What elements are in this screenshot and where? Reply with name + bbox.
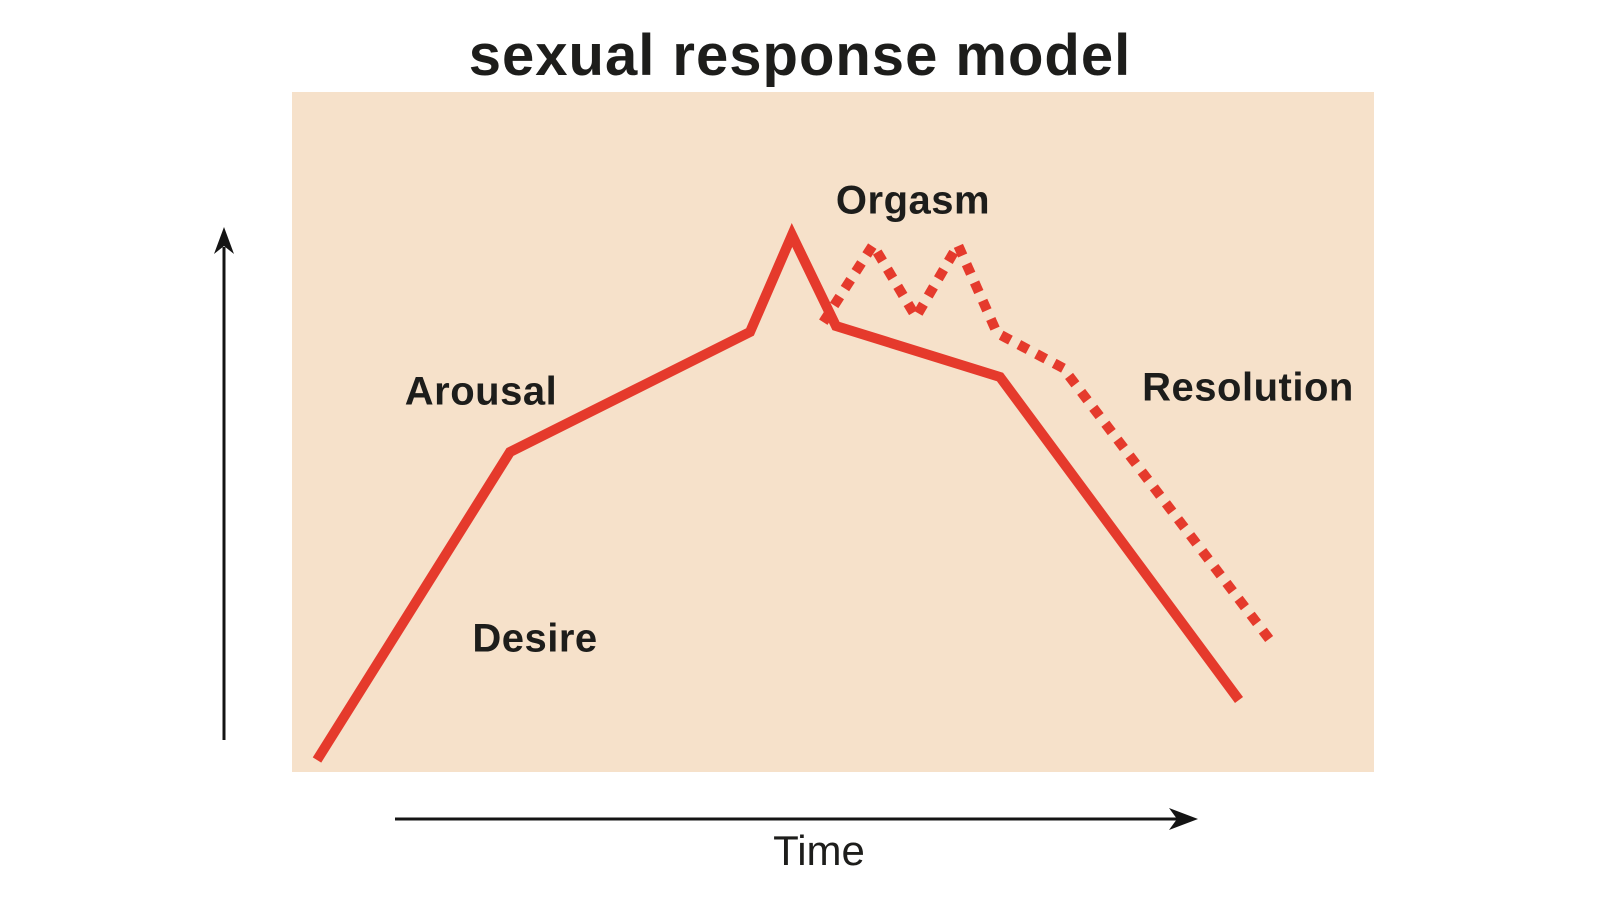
plot-panel <box>292 92 1374 772</box>
solid-response-curve <box>312 222 1244 763</box>
label-orgasm: Orgasm <box>835 178 991 223</box>
label-desire: Desire <box>472 616 598 661</box>
x-axis-label-time: Time <box>773 827 865 874</box>
dotted-response-curve <box>819 234 1284 656</box>
y-axis-arrowhead <box>214 227 234 254</box>
label-arousal: Arousal <box>404 369 558 414</box>
diagram-title: sexual response model <box>468 23 1132 88</box>
label-resolution: Resolution <box>1142 365 1354 410</box>
x-axis-arrowhead <box>1169 808 1198 830</box>
